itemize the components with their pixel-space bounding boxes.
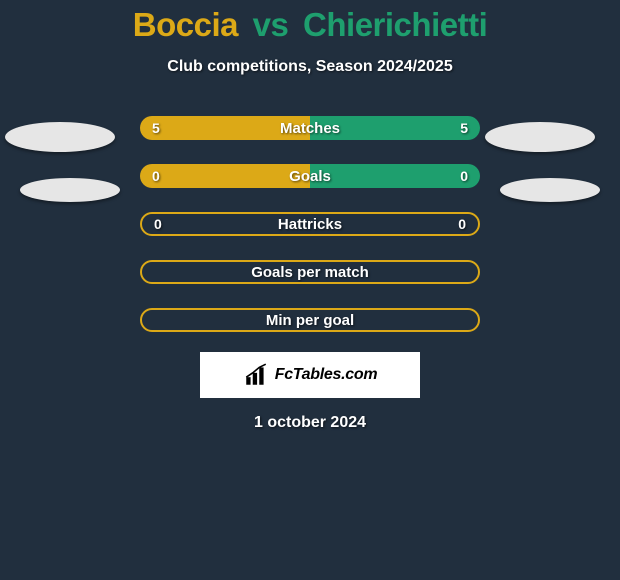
stat-bar: Matches55 — [140, 116, 480, 140]
player1-name: Boccia — [133, 6, 238, 43]
stat-bar-left-fill — [140, 164, 310, 188]
stats-card: Boccia vs Chierichietti Club competition… — [0, 0, 620, 580]
stat-bar-left-fill — [142, 214, 478, 234]
decor-ellipse — [500, 178, 600, 202]
vs-label: vs — [253, 6, 289, 43]
stat-bar-right-fill — [310, 116, 480, 140]
decor-ellipse — [20, 178, 120, 202]
decor-ellipse — [5, 122, 115, 152]
decor-ellipse — [485, 122, 595, 152]
stat-bar: Min per goal — [140, 308, 480, 332]
bars-chart-icon — [243, 362, 269, 388]
subtitle: Club competitions, Season 2024/2025 — [0, 58, 620, 76]
date-label: 1 october 2024 — [0, 414, 620, 432]
stat-bar-left-fill — [142, 310, 478, 330]
stat-bar: Goals00 — [140, 164, 480, 188]
stat-bar-left-fill — [142, 262, 478, 282]
source-label: FcTables.com — [275, 366, 378, 384]
page-title: Boccia vs Chierichietti — [0, 0, 620, 44]
source-badge: FcTables.com — [200, 352, 420, 398]
player2-name: Chierichietti — [303, 6, 487, 43]
stat-bar-right-fill — [310, 164, 480, 188]
stat-bar: Hattricks00 — [140, 212, 480, 236]
stat-bar: Goals per match — [140, 260, 480, 284]
stat-bar-left-fill — [140, 116, 310, 140]
